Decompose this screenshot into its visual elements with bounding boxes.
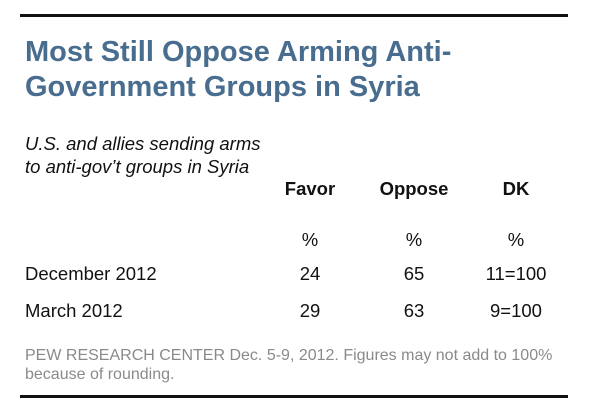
cell-december-2012-oppose: 65 xyxy=(403,263,425,284)
column-header-oppose: Oppose xyxy=(379,178,449,199)
cell-december-2012-favor: 24 xyxy=(299,263,321,284)
unit-favor: % xyxy=(301,229,319,250)
cell-march-2012-oppose: 63 xyxy=(403,300,425,321)
row-label-december-2012: December 2012 xyxy=(25,263,157,284)
cell-march-2012-favor: 29 xyxy=(299,300,321,321)
column-header-dk: DK xyxy=(502,178,530,199)
unit-dk: % xyxy=(507,229,525,250)
source-note: PEW RESEARCH CENTER Dec. 5-9, 2012. Figu… xyxy=(25,347,553,383)
top-rule xyxy=(20,14,568,17)
row-label-march-2012: March 2012 xyxy=(25,300,123,321)
cell-december-2012-dk: 11=100 xyxy=(485,263,547,284)
column-header-favor: Favor xyxy=(284,178,336,199)
row-header-label: U.S. and allies sending arms to anti-gov… xyxy=(25,133,261,177)
bottom-rule xyxy=(20,395,568,398)
cell-march-2012-dk: 9=100 xyxy=(490,300,542,321)
chart-title: Most Still Oppose Arming Anti-Government… xyxy=(25,36,452,103)
unit-oppose: % xyxy=(405,229,423,250)
